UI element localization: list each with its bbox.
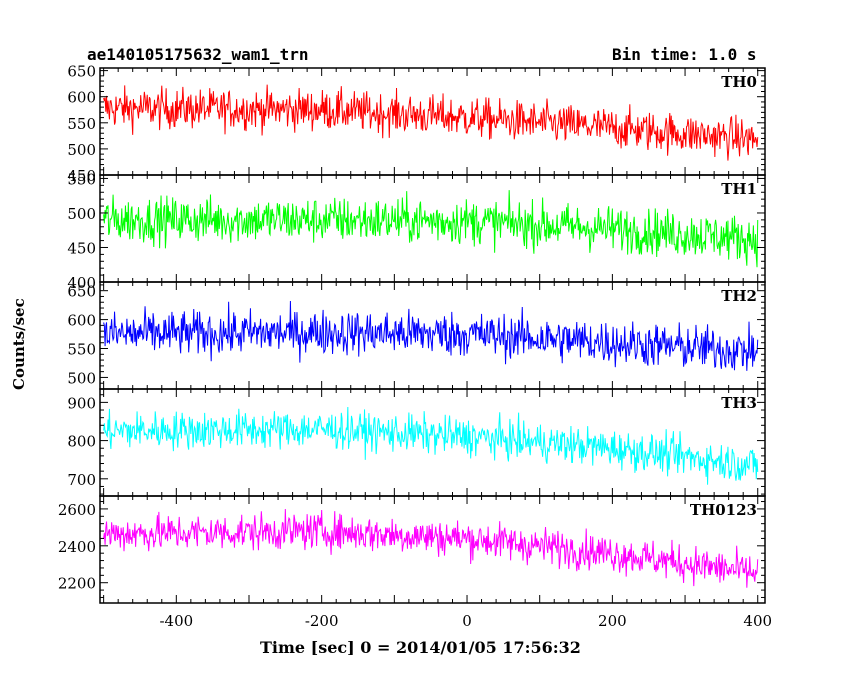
x-tick-label: -400 — [159, 612, 193, 630]
x-tick-label: 0 — [462, 612, 472, 630]
y-tick-label: 600 — [67, 312, 96, 330]
y-tick-label: 450 — [67, 239, 96, 257]
y-tick-label: 500 — [67, 205, 96, 223]
y-tick-label: 650 — [67, 283, 96, 301]
panel-th1: 400 450 500 550 TH1 — [67, 170, 766, 292]
panel-label-th0: TH0 — [721, 73, 757, 91]
y-tick-label: 2200 — [58, 575, 96, 593]
y-tick-label: 400 — [67, 274, 96, 292]
bin-time-label: Bin time: 1.0 s — [612, 45, 757, 64]
y-tick-label: 800 — [67, 433, 96, 451]
y-tick-label: 550 — [67, 341, 96, 359]
panel-label-th1: TH1 — [721, 180, 757, 198]
y-tick-label: 550 — [67, 170, 96, 188]
panel-frame — [99, 67, 766, 176]
y-tick-label: 500 — [67, 141, 96, 159]
panel-label-th2: TH2 — [721, 287, 757, 305]
y-tick-label: 500 — [67, 369, 96, 387]
series-th0123 — [103, 508, 759, 588]
x-axis-label: Time [sec] 0 = 2014/01/05 17:56:32 — [260, 638, 581, 657]
series-th0 — [103, 84, 759, 161]
panel-frame — [99, 388, 766, 497]
panel-frame — [99, 495, 766, 604]
panel-th0: 450 500 550 600 650 TH0 — [67, 63, 766, 185]
panel-th2: 500 550 600 650 TH2 — [67, 281, 766, 390]
y-tick-label: 550 — [67, 115, 96, 133]
y-tick-label: 700 — [67, 471, 96, 489]
series-th3 — [103, 406, 759, 485]
series-th1 — [103, 190, 759, 268]
y-tick-label: 650 — [67, 63, 96, 81]
panel-label-th3: TH3 — [721, 394, 757, 412]
y-tick-label: 2600 — [58, 501, 96, 519]
panel-th0123: 2200 2400 2600 TH0123 — [58, 495, 766, 604]
y-tick-label: 450 — [67, 167, 96, 185]
panel-th3: 700 800 900 TH3 — [67, 388, 766, 497]
chart-title: ae140105175632_wam1_trn — [87, 45, 309, 64]
panel-label-th0123: TH0123 — [690, 501, 757, 519]
y-axis-label: Counts/sec — [10, 298, 28, 390]
y-tick-label: 2400 — [58, 538, 96, 556]
x-tick-label: 200 — [598, 612, 627, 630]
x-tick-label: 400 — [743, 612, 772, 630]
x-tick-label: -200 — [305, 612, 339, 630]
series-th2 — [103, 301, 759, 371]
y-tick-label: 900 — [67, 394, 96, 412]
y-tick-label: 600 — [67, 89, 96, 107]
